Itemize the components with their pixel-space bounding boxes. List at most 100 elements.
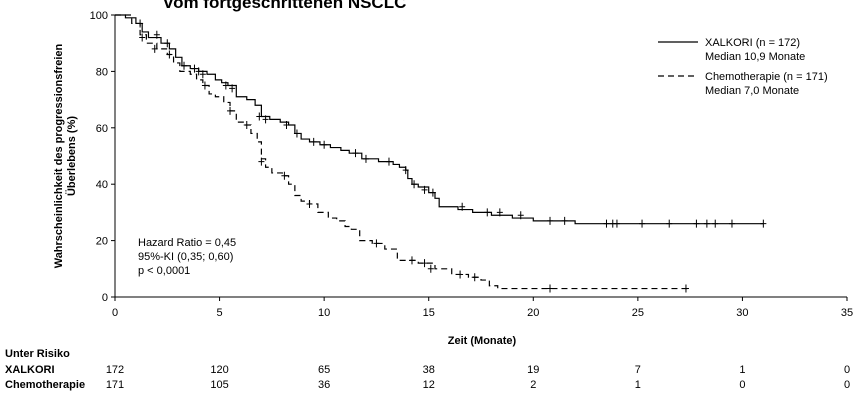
censor-mark-chemotherapie (166, 50, 173, 59)
censor-mark-chemotherapie (306, 199, 313, 208)
censor-mark-xalkori (402, 166, 409, 175)
censor-mark-chemotherapie (139, 33, 146, 42)
risk-row-label-chemotherapie: Chemotherapie (5, 379, 85, 391)
y-tick-label: 100 (90, 10, 108, 22)
censor-mark-xalkori (666, 219, 673, 228)
curve-xalkori (115, 14, 764, 225)
y-axis-label-line2: Überlebens (%) (65, 116, 78, 196)
censor-mark-xalkori (459, 202, 466, 211)
censor-mark-xalkori (712, 219, 719, 228)
y-tick-label: 60 (96, 123, 108, 135)
censor-mark-xalkori (496, 208, 503, 217)
risk-count: 105 (210, 379, 228, 391)
censor-mark-xalkori (603, 219, 610, 228)
risk-count: 2 (530, 379, 536, 391)
curve-chemotherapie (115, 14, 691, 290)
risk-count: 0 (844, 364, 850, 376)
y-ticks: 0 20 40 60 80 100 (90, 10, 115, 304)
hazard-ratio-text: Hazard Ratio = 0,45 (138, 237, 236, 249)
risk-count: 12 (423, 379, 435, 391)
y-tick-label: 0 (102, 292, 108, 304)
censor-mark-xalkori (429, 188, 436, 197)
x-tick-label: 15 (423, 307, 435, 319)
censor-mark-xalkori (310, 137, 317, 146)
y-tick-label: 40 (96, 179, 108, 191)
censor-mark-xalkori (262, 115, 269, 124)
x-tick-label: 35 (841, 307, 853, 319)
x-ticks: 0 5 10 15 20 25 30 35 (112, 297, 853, 319)
censor-mark-xalkori (517, 211, 524, 220)
survival-curves (115, 14, 767, 293)
censor-mark-xalkori (760, 219, 767, 228)
censor-mark-xalkori (352, 149, 359, 158)
risk-count: 172 (106, 364, 124, 376)
censor-mark-chemotherapie (201, 81, 208, 90)
censor-mark-chemotherapie (421, 259, 428, 268)
censor-mark-chemotherapie (408, 256, 415, 265)
x-tick-label: 10 (318, 307, 330, 319)
censor-mark-xalkori (362, 154, 369, 163)
censor-mark-xalkori (222, 81, 229, 90)
censor-mark-chemotherapie (281, 171, 288, 180)
censor-mark-xalkori (728, 219, 735, 228)
y-axis-label-line1: Wahrscheinlichkeit des progressionsfreie… (53, 43, 65, 268)
censor-mark-xalkori (484, 208, 491, 217)
hazard-annotation: Hazard Ratio = 0,45 95%-KI (0,35; 0,60) … (138, 237, 236, 277)
censor-mark-xalkori (411, 180, 418, 189)
censor-mark-xalkori (181, 61, 188, 70)
censor-mark-xalkori (229, 84, 236, 93)
risk-count: 36 (318, 379, 330, 391)
censor-mark-chemotherapie (373, 239, 380, 248)
y-tick-label: 20 (96, 236, 108, 248)
censor-mark-chemotherapie (457, 270, 464, 279)
legend: XALKORI (n = 172) Median 10,9 Monate Che… (658, 37, 828, 97)
risk-count: 171 (106, 379, 124, 391)
legend-label-xalkori: XALKORI (n = 172) (705, 37, 800, 49)
censor-mark-xalkori (561, 216, 568, 225)
risk-count: 38 (423, 364, 435, 376)
risk-row-label-xalkori: XALKORI (5, 364, 55, 376)
censor-mark-xalkori (195, 67, 202, 76)
x-tick-label: 20 (527, 307, 539, 319)
risk-count: 65 (318, 364, 330, 376)
censor-mark-xalkori (703, 219, 710, 228)
axes (114, 15, 847, 298)
censor-mark-chemotherapie (547, 284, 554, 293)
censor-mark-chemotherapie (243, 120, 250, 129)
censor-mark-xalkori (639, 219, 646, 228)
censor-mark-chemotherapie (258, 157, 265, 166)
y-tick-label: 80 (96, 66, 108, 78)
risk-table: Unter Risiko XALKORI Chemotherapie 172 12… (5, 348, 850, 391)
risk-count: 0 (739, 379, 745, 391)
censor-mark-chemotherapie (471, 273, 478, 282)
p-value-text: p < 0,0001 (138, 265, 190, 277)
censor-mark-xalkori (321, 140, 328, 149)
censor-mark-xalkori (385, 157, 392, 166)
x-tick-label: 25 (632, 307, 644, 319)
censor-mark-chemotherapie (682, 284, 689, 293)
censor-mark-xalkori (421, 185, 428, 194)
risk-counts: 172 120 65 38 19 7 1 0 171 105 36 12 2 1 0 0 (106, 364, 850, 391)
risk-count: 120 (210, 364, 228, 376)
legend-median-chemotherapie: Median 7,0 Monate (705, 85, 799, 97)
x-tick-label: 30 (736, 307, 748, 319)
censor-mark-xalkori (613, 219, 620, 228)
censor-mark-xalkori (693, 219, 700, 228)
legend-median-xalkori: Median 10,9 Monate (705, 51, 805, 63)
censor-mark-xalkori (153, 30, 160, 39)
censor-mark-chemotherapie (227, 106, 234, 115)
confidence-interval-text: 95%-KI (0,35; 0,60) (138, 251, 233, 263)
censor-mark-xalkori (199, 70, 206, 79)
x-tick-label: 5 (217, 307, 223, 319)
chart-title: vom fortgeschrittenen NSCLC (164, 0, 407, 12)
censor-mark-xalkori (191, 64, 198, 73)
censor-mark-chemotherapie (151, 44, 158, 53)
censor-mark-xalkori (256, 112, 263, 121)
x-tick-label: 0 (112, 307, 118, 319)
risk-count: 0 (844, 379, 850, 391)
censor-mark-chemotherapie (427, 264, 434, 273)
risk-table-title: Unter Risiko (5, 348, 70, 360)
risk-count: 7 (635, 364, 641, 376)
risk-count: 1 (739, 364, 745, 376)
